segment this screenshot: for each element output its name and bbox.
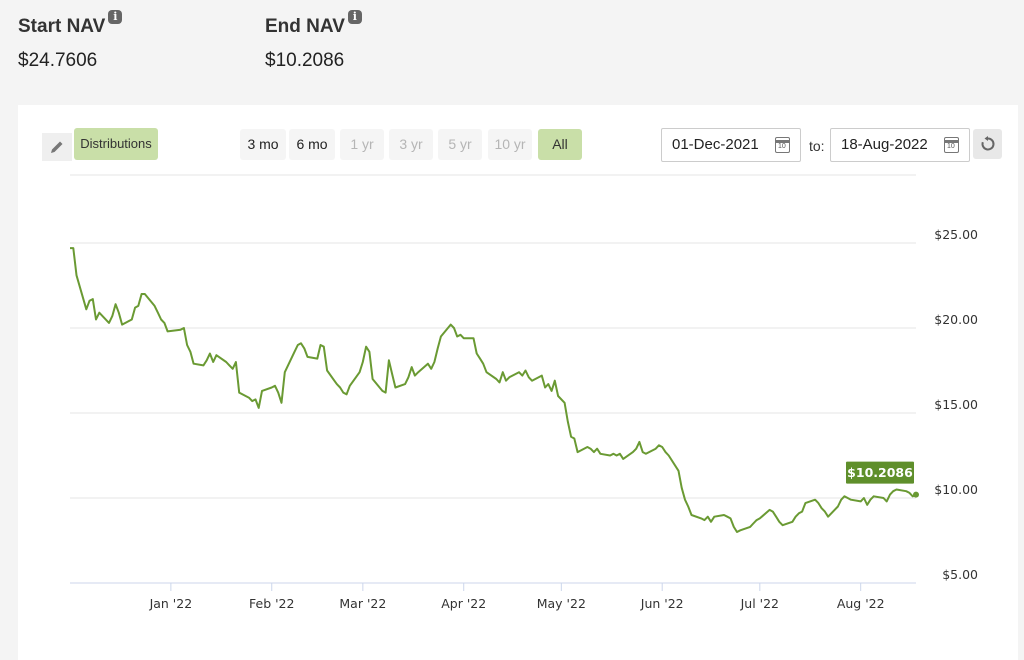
- x-tick-label: Jan '22: [149, 596, 193, 611]
- x-tick-label: May '22: [537, 596, 586, 611]
- grid: [70, 174, 916, 584]
- range-6mo-button[interactable]: 6 mo: [289, 129, 335, 160]
- info-icon[interactable]: i: [108, 10, 123, 24]
- info-icon[interactable]: i: [347, 10, 362, 24]
- calendar-icon[interactable]: 10: [775, 137, 790, 153]
- start-nav-label: Start NAV: [18, 16, 106, 37]
- range-3yr-button[interactable]: 3 yr: [389, 129, 433, 160]
- end-nav-label: End NAV: [265, 16, 345, 37]
- end-point-marker: [913, 491, 919, 498]
- y-tick-label: $10.00: [934, 482, 978, 497]
- end-nav-value: $10.2086: [265, 50, 345, 71]
- x-tick-label: Apr '22: [441, 596, 486, 611]
- range-1yr-button[interactable]: 1 yr: [340, 129, 384, 160]
- x-axis: Jan '22 Feb '22 Mar '22 Apr '22 May '22 Jun '…: [149, 583, 885, 611]
- start-nav-block: Start NAV i $24.7606: [18, 10, 123, 72]
- end-nav-block: End NAV i $10.2086: [265, 10, 362, 72]
- range-all-button[interactable]: All: [538, 129, 582, 160]
- chart-panel: $5.00 $10.00 $15.00 $20.00 $25.00 Jan '22 Feb…: [18, 105, 1018, 660]
- range-10yr-button[interactable]: 10 yr: [488, 129, 532, 160]
- reset-icon: [981, 136, 994, 151]
- edit-button[interactable]: [42, 133, 72, 161]
- from-date-input[interactable]: 01-Dec-2021 10: [661, 128, 801, 162]
- x-tick-label: Aug '22: [837, 596, 885, 611]
- y-tick-label: $5.00: [942, 567, 978, 582]
- distributions-button[interactable]: Distributions: [74, 128, 158, 160]
- range-3mo-button[interactable]: 3 mo: [240, 129, 286, 160]
- y-tick-label: $25.00: [934, 227, 978, 242]
- nav-chart: $5.00 $10.00 $15.00 $20.00 $25.00 Jan '22 Feb…: [70, 174, 978, 611]
- range-5yr-button[interactable]: 5 yr: [438, 129, 482, 160]
- y-tick-label: $20.00: [934, 312, 978, 327]
- y-axis: $5.00 $10.00 $15.00 $20.00 $25.00: [934, 227, 978, 582]
- y-tick-label: $15.00: [934, 397, 978, 412]
- tooltip-background: [846, 461, 914, 484]
- x-tick-label: Jun '22: [640, 596, 684, 611]
- to-label: to:: [809, 138, 825, 154]
- last-value-tooltip: $10.2086: [846, 461, 914, 484]
- x-tick-label: Jul '22: [740, 596, 779, 611]
- tooltip-text: $10.2086: [847, 465, 913, 480]
- from-date-value: 01-Dec-2021: [672, 136, 759, 153]
- to-date-value: 18-Aug-2022: [841, 136, 928, 153]
- x-tick-label: Feb '22: [249, 596, 294, 611]
- x-tick-label: Mar '22: [339, 596, 386, 611]
- reset-button[interactable]: [973, 129, 1002, 159]
- to-date-input[interactable]: 18-Aug-2022 10: [830, 128, 970, 162]
- start-nav-value: $24.7606: [18, 50, 98, 71]
- pencil-icon: [51, 141, 63, 153]
- calendar-icon[interactable]: 10: [944, 137, 959, 153]
- nav-series-line: [70, 247, 917, 533]
